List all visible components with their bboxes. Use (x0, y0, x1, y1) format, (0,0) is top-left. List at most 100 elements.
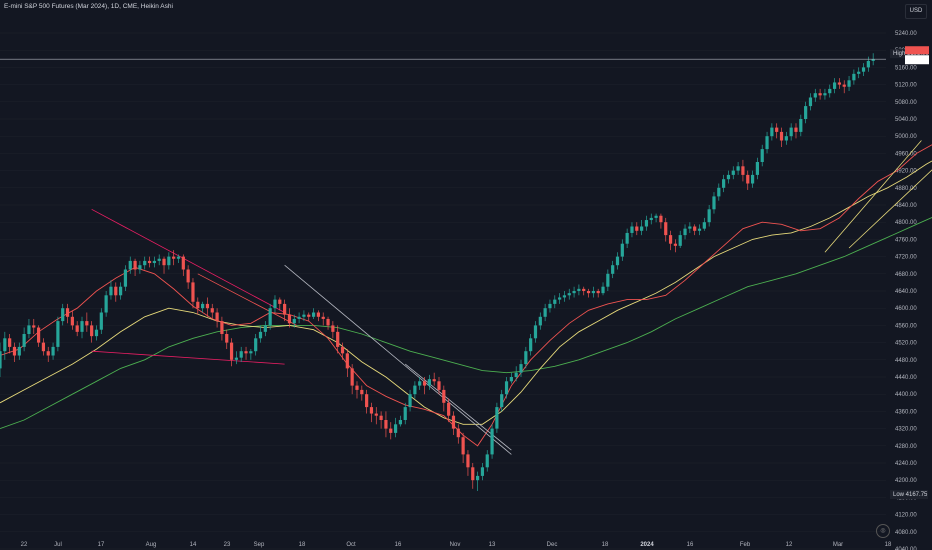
candle-body (56, 321, 60, 347)
candle-body (413, 385, 417, 395)
candle-body (374, 413, 378, 416)
candle-body (611, 265, 615, 274)
time-tick-label: Jul (54, 542, 62, 548)
price-tick-label: 4200.00 (895, 478, 917, 484)
candle-body (750, 174, 755, 184)
price-tick-label: 4640.00 (895, 289, 917, 295)
candle-body (832, 82, 837, 89)
candle-body (138, 265, 142, 270)
candle-body (640, 226, 644, 231)
candle-body (360, 389, 364, 395)
candle-body (577, 288, 581, 291)
price-tick-label: 4560.00 (895, 323, 917, 329)
candle-body (533, 325, 538, 339)
candle-body (813, 93, 817, 98)
time-tick-label: Feb (740, 542, 751, 548)
price-tick-label: 4240.00 (895, 461, 917, 467)
candle-body (485, 454, 489, 468)
candle-body (746, 174, 750, 184)
candle-body (567, 293, 571, 296)
candle-body (519, 364, 523, 373)
time-tick-label: 16 (687, 542, 694, 548)
candle-body (181, 256, 185, 270)
candle-body (524, 351, 528, 365)
candle-body (143, 260, 147, 266)
candle-body (336, 331, 340, 347)
candle-body (490, 428, 494, 455)
price-tick-label: 4800.00 (895, 220, 917, 226)
candle-body (789, 127, 793, 137)
price-tick-label: 4840.00 (895, 203, 917, 209)
candle-body (722, 179, 726, 188)
candle-body (283, 303, 287, 315)
candle-body (794, 127, 798, 132)
time-tick-label: Sep (254, 542, 265, 548)
candle-body (437, 381, 441, 390)
candle-body (147, 260, 152, 264)
candle-body (442, 389, 446, 403)
candle-body (331, 325, 335, 332)
time-tick-label: 18 (885, 542, 892, 548)
candle-body (225, 334, 229, 343)
candle-body (104, 295, 108, 313)
price-tick-label: 4320.00 (895, 427, 917, 433)
candle-body (254, 338, 258, 352)
candle-body (114, 286, 118, 296)
trendline (91, 350, 285, 365)
candle-body (94, 329, 99, 337)
candle-body (389, 428, 393, 433)
time-tick-label: 16 (395, 542, 402, 548)
candle-body (500, 394, 504, 408)
candle-body (172, 256, 176, 259)
candle-body (808, 97, 813, 107)
candle-body (861, 67, 866, 72)
candle-body (302, 314, 306, 317)
candle-body (369, 407, 374, 414)
candle-body (736, 166, 740, 171)
candle-body (678, 235, 682, 246)
time-tick-label: 2024 (640, 542, 654, 548)
price-tick-label: 4960.00 (895, 151, 917, 157)
candle-body (393, 424, 398, 433)
candle-body (176, 256, 181, 259)
time-tick-label: 12 (786, 542, 793, 548)
candle-body (475, 475, 480, 481)
candle-body (480, 467, 485, 476)
candle-body (249, 351, 253, 354)
candle-body (726, 174, 731, 180)
candle-body (36, 327, 41, 343)
candle-body (717, 187, 721, 197)
candle-body (770, 127, 774, 137)
time-tick-label: Dec (547, 542, 558, 548)
price-tick-label: 4920.00 (895, 169, 917, 175)
candle-body (61, 308, 65, 322)
candle-body (278, 299, 282, 304)
candle-body (418, 381, 422, 386)
price-tick-label: 4120.00 (895, 513, 917, 519)
candle-body (668, 235, 673, 244)
candle-body (615, 256, 620, 266)
time-tick-label: 18 (602, 542, 609, 548)
trendline (404, 363, 512, 451)
candle-body (201, 303, 205, 309)
price-tick-label: 4520.00 (895, 341, 917, 347)
candle-body (65, 308, 70, 317)
candle-body (12, 346, 17, 356)
candle-body (22, 334, 26, 347)
candle-body (205, 303, 210, 309)
candle-body (398, 420, 403, 425)
candle-body (659, 215, 663, 223)
currency-button[interactable]: USD (905, 4, 927, 19)
candle-body (316, 312, 320, 317)
candle-body (287, 314, 292, 324)
candle-body (109, 286, 113, 296)
candle-body (70, 316, 74, 326)
candle-body (307, 314, 311, 317)
trendline (848, 169, 932, 249)
candle-body (17, 346, 21, 356)
last-price-tag-white (905, 55, 929, 65)
candle-body (683, 228, 687, 236)
time-tick-label: Oct (346, 542, 356, 548)
